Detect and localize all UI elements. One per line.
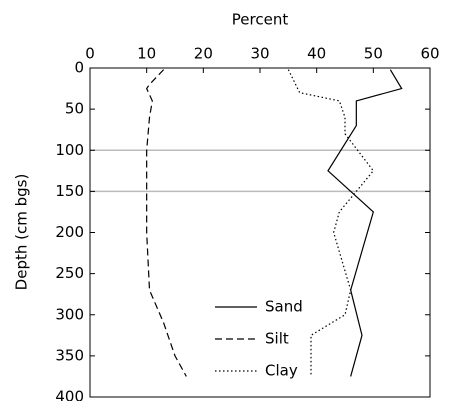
y-tick-label: 350 — [55, 346, 84, 364]
legend-label: Silt — [265, 330, 289, 348]
y-tick-label: 0 — [74, 59, 84, 77]
series-line — [287, 69, 375, 377]
y-axis-title: Depth (cm bgs) — [13, 174, 31, 291]
y-tick-label: 100 — [55, 141, 84, 159]
y-tick-label: 400 — [55, 388, 84, 401]
y-tick-label: 200 — [55, 223, 84, 241]
x-tick-label: 0 — [85, 45, 95, 63]
x-tick-label: 30 — [250, 45, 269, 63]
x-tick-label: 40 — [307, 45, 326, 63]
series-line — [145, 69, 187, 377]
series-line — [327, 69, 403, 377]
y-tick-label: 300 — [55, 305, 84, 323]
x-tick-label: 20 — [194, 45, 213, 63]
x-tick-label: 10 — [137, 45, 156, 63]
legend-label: Sand — [265, 298, 303, 316]
plot-frame — [89, 67, 431, 398]
x-tick-label: 50 — [364, 45, 383, 63]
y-tick-label: 150 — [55, 182, 84, 200]
x-axis-title: Percent — [232, 11, 289, 29]
x-tick-label: 60 — [420, 45, 439, 63]
y-tick-label: 50 — [65, 100, 84, 118]
y-tick-label: 250 — [55, 264, 84, 282]
legend-label: Clay — [265, 362, 298, 380]
